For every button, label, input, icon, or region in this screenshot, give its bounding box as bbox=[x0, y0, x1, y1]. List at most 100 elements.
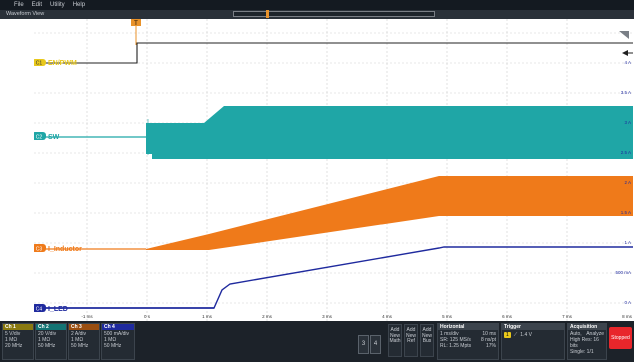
ch3-badge-title: Ch 3 bbox=[69, 324, 99, 330]
position-percent: 17% bbox=[485, 343, 496, 349]
right-axis-label: 3.5 A bbox=[621, 90, 631, 95]
menu-help[interactable]: Help bbox=[72, 2, 86, 8]
sample-rate: SR: 125 MS/s bbox=[440, 337, 471, 343]
ch3-badge[interactable]: Ch 3 2 A/div 1 MΩ 50 MHz bbox=[68, 323, 100, 360]
left-margin bbox=[0, 19, 34, 321]
graticule bbox=[34, 19, 633, 321]
acquisition-badge[interactable]: Acquisition Auto, Analyze High Res: 16 b… bbox=[567, 323, 607, 360]
svg-text:C2: C2 bbox=[36, 135, 43, 141]
horizontal-scale: 1 ms/div bbox=[440, 331, 459, 337]
time-axis-label: 2 ms bbox=[262, 314, 273, 319]
ch1-name: EN/PWM bbox=[48, 60, 77, 67]
rising-edge-icon: ⟋ bbox=[513, 332, 518, 338]
ch3-trace bbox=[34, 176, 633, 250]
ch2-scale: 20 V/div bbox=[38, 331, 57, 337]
ch1-label[interactable]: C1 EN/PWM bbox=[34, 59, 77, 67]
time-axis-label: 6 ms bbox=[502, 314, 513, 319]
high-res-bits: High Res: 16 bits bbox=[570, 337, 599, 349]
menu-file[interactable]: File bbox=[14, 2, 24, 8]
trigger-position-flag[interactable] bbox=[131, 19, 141, 26]
ch1-badge-title: Ch 1 bbox=[3, 324, 33, 330]
add-new-ref-button[interactable]: Add New Ref bbox=[404, 324, 418, 357]
trigger-flag-label: T bbox=[134, 21, 138, 27]
time-axis-label: 5 ms bbox=[442, 314, 453, 319]
horizontal-badge[interactable]: Horizontal 1 ms/div 10 ms SR: 125 MS/s 8… bbox=[437, 323, 499, 360]
ch1-scale: 5 V/div bbox=[5, 331, 21, 337]
right-axis-label: 2.5 A bbox=[621, 150, 631, 155]
timeline-trigger-marker bbox=[266, 10, 269, 18]
trigger-source: 1 bbox=[504, 332, 511, 338]
ch4-trace bbox=[34, 246, 633, 309]
acquisition-title: Acquisition bbox=[568, 324, 606, 330]
ch4-name: I_LED bbox=[48, 306, 68, 313]
ch1-bandwidth: 20 MHz bbox=[5, 343, 23, 349]
time-axis-label: -1 ms bbox=[81, 314, 93, 319]
analyze-label: Analyze bbox=[586, 331, 604, 337]
right-axis-label: 2 A bbox=[624, 180, 631, 185]
ch2-bandwidth: 50 MHz bbox=[38, 343, 56, 349]
channel-3-button[interactable]: 3 bbox=[358, 335, 369, 354]
time-axis-label: 0 s bbox=[144, 314, 151, 319]
right-axis-label: 1 A bbox=[624, 240, 631, 245]
trigger-badge[interactable]: Trigger 1 ⟋ 1.4 V bbox=[501, 323, 565, 360]
ch2-badge[interactable]: Ch 2 20 V/div 1 MΩ 50 MHz bbox=[35, 323, 67, 360]
single-count: Single: 1/1 bbox=[570, 349, 594, 355]
time-per-point: 8 ns/pt bbox=[480, 337, 496, 343]
window-title: Waveform View bbox=[6, 11, 45, 17]
ch3-scale: 2 A/div bbox=[71, 331, 87, 337]
menu-bar: File Edit Utility Help bbox=[0, 0, 634, 10]
svg-text:C4: C4 bbox=[36, 307, 43, 313]
ch4-badge-title: Ch 4 bbox=[102, 324, 134, 330]
ch1-badge[interactable]: Ch 1 5 V/div 1 MΩ 20 MHz bbox=[2, 323, 34, 360]
time-axis-label: 7 ms bbox=[562, 314, 573, 319]
right-axis-label: 500 mA bbox=[615, 270, 631, 275]
settings-bar: Ch 1 5 V/div 1 MΩ 20 MHz Ch 2 20 V/div 1… bbox=[0, 321, 634, 362]
ch2-label[interactable]: C2 SW bbox=[34, 132, 60, 141]
svg-text:C1: C1 bbox=[36, 61, 43, 67]
ch2-badge-title: Ch 2 bbox=[36, 324, 66, 330]
zoom-corner-icon[interactable] bbox=[619, 31, 629, 39]
waveform-plot[interactable]: T C1 EN/PWM C2 SW bbox=[34, 19, 633, 321]
right-axis-labels: 4 A 3.5 A 3 A 2.5 A 2 A 1.5 A 1 A 500 mA… bbox=[615, 60, 631, 305]
time-axis-label: 3 ms bbox=[322, 314, 333, 319]
record-timeline[interactable] bbox=[233, 11, 435, 17]
ch3-name: I_Inductor bbox=[48, 246, 82, 253]
horizontal-duration: 10 ms bbox=[482, 331, 496, 337]
svg-text:C3: C3 bbox=[36, 247, 43, 253]
menu-utility[interactable]: Utility bbox=[50, 2, 65, 8]
trigger-title: Trigger bbox=[502, 324, 564, 330]
ch2-trace bbox=[34, 106, 633, 159]
ch3-bandwidth: 50 MHz bbox=[71, 343, 89, 349]
ch1-impedance: 1 MΩ bbox=[5, 337, 18, 343]
ch3-impedance: 1 MΩ bbox=[71, 337, 84, 343]
channel-4-button[interactable]: 4 bbox=[370, 335, 381, 354]
time-axis-label: 8 ms bbox=[622, 314, 633, 319]
acquisition-mode: Auto, bbox=[570, 331, 582, 337]
trigger-level: 1.4 V bbox=[520, 332, 532, 338]
ch1-offset-arrow-icon bbox=[622, 50, 628, 56]
time-axis-labels: -1 ms 0 s 1 ms 2 ms 3 ms 4 ms 5 ms 6 ms … bbox=[81, 314, 632, 319]
ch2-name: SW bbox=[48, 134, 60, 141]
time-axis-label: 4 ms bbox=[382, 314, 393, 319]
add-new-bus-button[interactable]: Add New Bus bbox=[420, 324, 434, 357]
ch1-trace bbox=[34, 42, 633, 64]
time-axis-label: 1 ms bbox=[202, 314, 213, 319]
ch4-scale: 500 mA/div bbox=[104, 331, 130, 337]
ch4-bandwidth: 50 MHz bbox=[104, 343, 122, 349]
right-axis-label: 1.5 A bbox=[621, 210, 631, 215]
right-axis-label: 4 A bbox=[624, 60, 631, 65]
horizontal-title: Horizontal bbox=[438, 324, 498, 330]
add-new-math-button[interactable]: Add New Math bbox=[388, 324, 402, 357]
ch3-label[interactable]: C3 I_Inductor bbox=[34, 244, 82, 253]
right-axis-label: 0 A bbox=[624, 300, 631, 305]
menu-edit[interactable]: Edit bbox=[31, 2, 43, 8]
ch4-badge[interactable]: Ch 4 500 mA/div 1 MΩ 50 MHz bbox=[101, 323, 135, 360]
ch2-impedance: 1 MΩ bbox=[38, 337, 51, 343]
right-axis-label: 3 A bbox=[624, 120, 631, 125]
record-length: RL: 1.25 Mpts bbox=[440, 343, 472, 349]
run-stop-button[interactable]: Stopped bbox=[609, 327, 632, 349]
ch4-impedance: 1 MΩ bbox=[104, 337, 117, 343]
waveform-view-titlebar: Waveform View bbox=[0, 10, 634, 19]
ch4-label[interactable]: C4 I_LED bbox=[34, 304, 68, 313]
